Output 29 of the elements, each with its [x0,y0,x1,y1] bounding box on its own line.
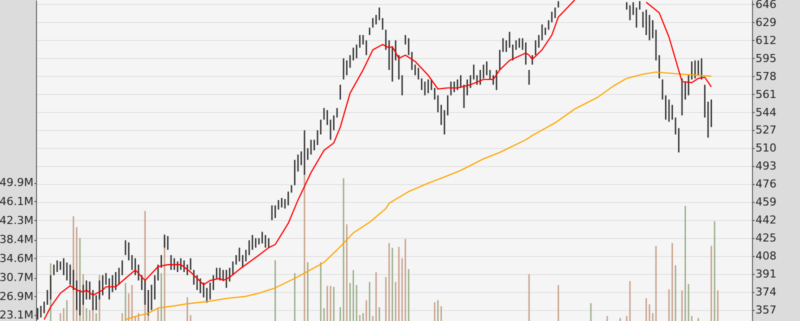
line-series [124,71,712,320]
y-tick-label: 357 [756,304,776,317]
y2-tick-label: 34.6M [0,252,34,265]
y-tick-label: 510 [756,142,776,155]
y-tick-label: 425 [756,232,776,245]
y2-tick-label: 23.1M [0,308,34,321]
y-tick-label: 578 [756,70,776,83]
line-series [44,0,576,320]
y2-tick-label: 42.3M [0,214,34,227]
y-tick-label: 459 [756,196,776,209]
y-tick-label: 544 [756,106,776,119]
y2-tick-label: 30.7M [0,271,34,284]
y-tick-label: 374 [756,286,776,299]
y-tick-label: 476 [756,178,776,191]
y2-tick-label: 38.4M [0,233,34,246]
y-tick-label: 493 [756,160,776,173]
y-tick-label: 629 [756,16,776,29]
y-tick-label: 391 [756,268,776,281]
y-tick-label: 561 [756,88,776,101]
y2-tick-label: 49.9M [0,176,34,190]
y-tick-label: 595 [756,52,776,65]
y-tick-label: 612 [756,34,776,47]
y-tick-label: 527 [756,124,776,137]
y-tick-label: 408 [756,250,776,263]
y2-tick-label: 46.1M [0,194,34,208]
y-tick-label: 646 [756,0,776,11]
line-series [646,2,712,88]
y2-tick-label: 26.9M [0,290,34,303]
y-tick-label: 442 [756,214,776,227]
